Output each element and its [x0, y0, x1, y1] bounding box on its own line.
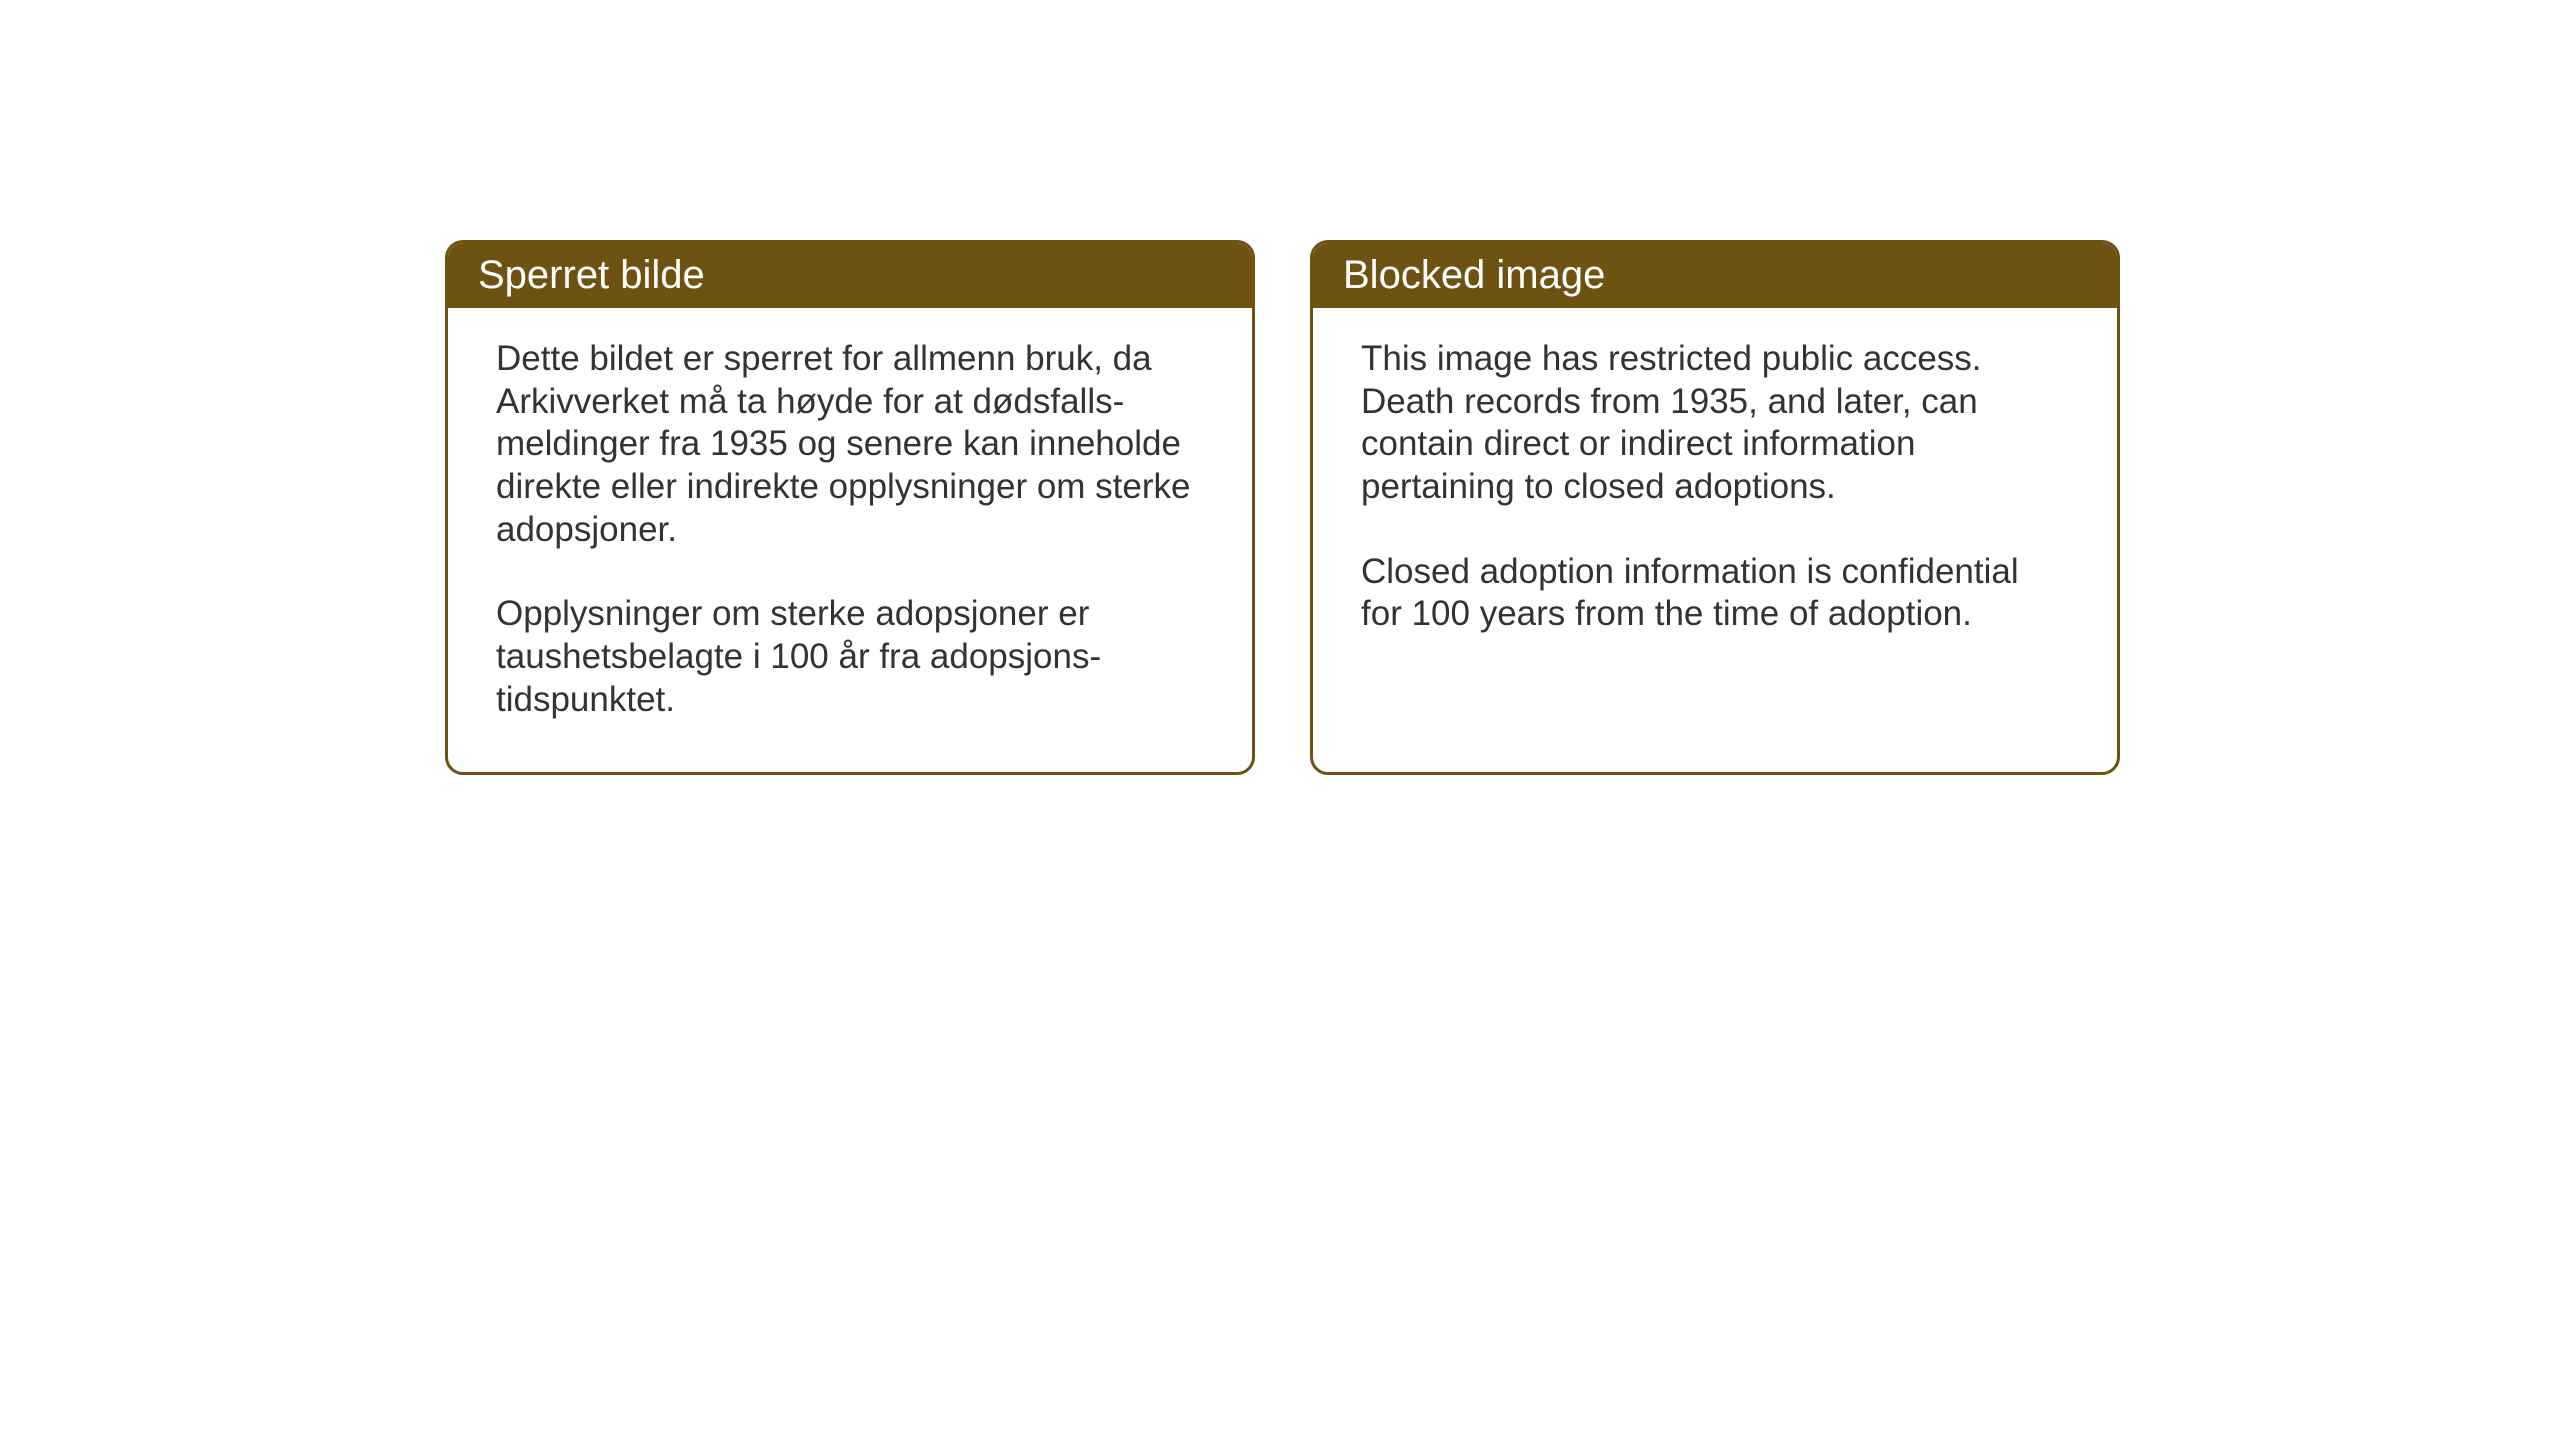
notice-paragraph-2-norwegian: Opplysninger om sterke adopsjoner er tau… — [496, 593, 1204, 721]
notice-title-norwegian: Sperret bilde — [478, 253, 705, 297]
notice-card-norwegian: Sperret bilde Dette bildet er sperret fo… — [445, 240, 1255, 775]
notice-body-norwegian: Dette bildet er sperret for allmenn bruk… — [448, 308, 1252, 772]
notice-card-english: Blocked image This image has restricted … — [1310, 240, 2120, 775]
notice-paragraph-1-english: This image has restricted public access.… — [1361, 338, 2069, 509]
notice-body-english: This image has restricted public access.… — [1313, 308, 2117, 686]
notice-paragraph-1-norwegian: Dette bildet er sperret for allmenn bruk… — [496, 338, 1204, 551]
notice-container: Sperret bilde Dette bildet er sperret fo… — [445, 240, 2120, 775]
notice-paragraph-2-english: Closed adoption information is confident… — [1361, 551, 2069, 636]
notice-header-norwegian: Sperret bilde — [448, 243, 1252, 308]
notice-title-english: Blocked image — [1343, 253, 1605, 297]
notice-header-english: Blocked image — [1313, 243, 2117, 308]
